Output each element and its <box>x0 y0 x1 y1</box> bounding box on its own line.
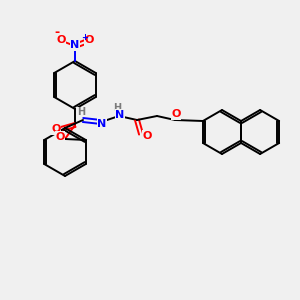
Text: N: N <box>70 40 80 50</box>
Text: O: O <box>51 124 61 134</box>
Text: O: O <box>56 35 66 45</box>
Text: O: O <box>84 35 94 45</box>
Text: +: + <box>81 33 88 42</box>
Text: N: N <box>116 110 124 120</box>
Text: O: O <box>55 132 65 142</box>
Text: H: H <box>113 103 121 113</box>
Text: O: O <box>142 131 152 141</box>
Text: O: O <box>171 109 181 119</box>
Text: N: N <box>98 119 106 129</box>
Text: H: H <box>77 107 85 117</box>
Text: -: - <box>54 26 59 39</box>
